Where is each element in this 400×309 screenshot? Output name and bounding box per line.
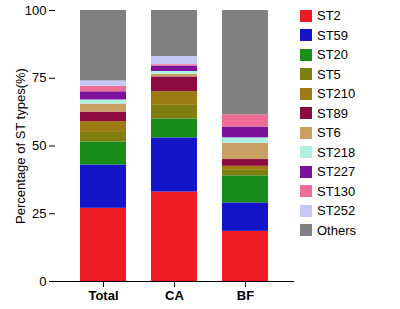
html-text:ST20: ST20 [317, 47, 349, 63]
html-text:ST2: ST2 [317, 8, 341, 24]
html-text:ST218: ST218 [317, 144, 356, 160]
svg-text:BF: BF [237, 288, 254, 303]
html-text:ST210: ST210 [317, 86, 356, 102]
html-text:ST252: ST252 [317, 203, 356, 219]
svg-text:75: 75 [32, 70, 46, 85]
html-text:ST227: ST227 [317, 164, 356, 180]
html-text:ST59: ST59 [317, 27, 349, 43]
svg-text:50: 50 [32, 138, 46, 153]
svg-text:0: 0 [39, 274, 46, 289]
html-text:Others: Others [317, 222, 356, 238]
svg-text:CA: CA [165, 288, 184, 303]
html-text:ST6: ST6 [317, 125, 341, 141]
svg-text:Total: Total [88, 288, 118, 303]
svg-text:100: 100 [25, 3, 47, 18]
html-text:ST5: ST5 [317, 66, 341, 82]
svg-text:Percentage of ST types(%): Percentage of ST types(%) [13, 68, 28, 224]
html-text:ST130: ST130 [317, 183, 356, 199]
svg-text:25: 25 [32, 206, 46, 221]
html-text:ST89: ST89 [317, 105, 349, 121]
